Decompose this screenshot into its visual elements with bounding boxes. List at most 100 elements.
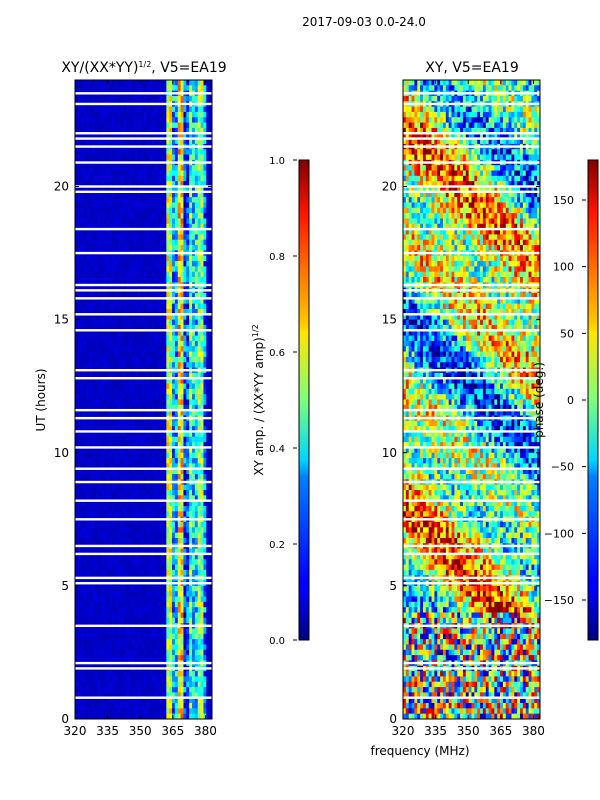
heatmap-cell — [180, 154, 184, 161]
heatmap-cell — [103, 585, 107, 592]
heatmap-cell — [94, 213, 99, 219]
heatmap-cell — [97, 383, 102, 390]
heatmap-cell — [197, 207, 201, 214]
heatmap-cell — [149, 298, 153, 305]
heatmap-cell — [143, 298, 147, 305]
heatmap-cell — [174, 420, 179, 427]
heatmap-cell — [86, 431, 90, 438]
heatmap-cell — [189, 266, 193, 273]
heatmap-cell — [77, 277, 82, 283]
heatmap-cell — [132, 447, 136, 454]
heatmap-cell — [97, 138, 102, 145]
heatmap-cell — [180, 426, 184, 432]
heatmap-cell — [197, 170, 201, 177]
heatmap-cell — [189, 431, 193, 438]
heatmap-cell — [149, 569, 153, 576]
heatmap-cell — [157, 303, 162, 310]
heatmap-cell — [146, 340, 150, 347]
heatmap-cell — [132, 138, 136, 145]
heatmap-cell — [86, 532, 90, 539]
heatmap-cell — [129, 617, 133, 624]
heatmap-cell — [103, 383, 107, 390]
heatmap-cell — [172, 596, 176, 603]
heatmap-cell — [194, 229, 199, 235]
heatmap-cell — [154, 319, 159, 326]
heatmap-cell — [106, 149, 110, 155]
heatmap-cell — [186, 202, 190, 209]
heatmap-cell — [154, 420, 159, 427]
heatmap-cell — [100, 324, 104, 331]
heatmap-cell — [163, 585, 167, 592]
heatmap-cell — [80, 117, 84, 124]
heatmap-cell — [100, 436, 104, 443]
heatmap-cell — [132, 490, 136, 496]
heatmap-cell — [180, 314, 184, 321]
heatmap-cell — [92, 234, 96, 241]
heatmap-cell — [112, 463, 116, 470]
heatmap-cell — [123, 447, 127, 454]
heatmap-cell — [203, 356, 207, 363]
heatmap-cell — [177, 628, 181, 635]
heatmap-cell — [75, 80, 79, 86]
heatmap-cell — [197, 133, 201, 139]
heatmap-cell — [174, 628, 179, 635]
heatmap-cell — [186, 372, 190, 379]
heatmap-cell — [94, 372, 99, 379]
heatmap-cell — [152, 245, 156, 251]
heatmap-cell — [77, 521, 82, 528]
heatmap-cell — [180, 127, 184, 134]
heatmap-cell — [180, 617, 184, 624]
heatmap-cell — [92, 569, 96, 576]
heatmap-cell — [152, 591, 156, 597]
heatmap-cell — [166, 553, 170, 560]
heatmap-cell — [140, 585, 144, 592]
heatmap-cell — [117, 452, 122, 459]
heatmap-cell — [194, 426, 199, 432]
heatmap-cell — [86, 181, 90, 187]
heatmap-cell — [157, 378, 162, 384]
heatmap-cell — [197, 330, 201, 336]
heatmap-cell — [86, 85, 90, 92]
heatmap-cell — [143, 452, 147, 459]
heatmap-cell — [189, 447, 193, 454]
heatmap-cell — [137, 617, 142, 624]
heatmap-cell — [203, 458, 207, 464]
heatmap-cell — [154, 308, 159, 315]
heatmap-cell — [140, 591, 144, 597]
heatmap-cell — [203, 111, 207, 118]
heatmap-cell — [134, 106, 139, 113]
heatmap-cell — [112, 122, 116, 129]
heatmap-cell — [97, 607, 102, 613]
heatmap-cell — [83, 154, 87, 161]
heatmap-cell — [206, 410, 210, 416]
heatmap-cell — [192, 431, 196, 438]
heatmap-cell — [106, 95, 110, 102]
heatmap-cell — [149, 362, 153, 368]
heatmap-cell — [140, 506, 144, 512]
heatmap-cell — [86, 106, 90, 113]
heatmap-cell — [103, 239, 107, 246]
heatmap-cell — [169, 207, 173, 214]
heatmap-cell — [75, 537, 79, 544]
heatmap-cell — [197, 298, 201, 305]
heatmap-cell — [154, 410, 159, 416]
heatmap-cell — [109, 181, 113, 187]
heatmap-cell — [183, 617, 187, 624]
heatmap-cell — [186, 495, 190, 502]
heatmap-cell — [89, 298, 93, 305]
heatmap-cell — [143, 372, 147, 379]
heatmap-cell — [83, 490, 87, 496]
heatmap-cell — [209, 335, 212, 342]
heatmap-cell — [183, 596, 187, 603]
heatmap-cell — [80, 490, 84, 496]
heatmap-cell — [197, 245, 201, 251]
heatmap-cell — [140, 394, 144, 400]
heatmap-cell — [160, 127, 164, 134]
heatmap-cell — [86, 271, 90, 278]
heatmap-cell — [106, 399, 110, 406]
heatmap-cell — [160, 213, 164, 219]
heatmap-cell — [169, 85, 173, 92]
heatmap-cell — [75, 564, 79, 571]
heatmap-cell — [177, 175, 181, 182]
heatmap-cell — [163, 383, 167, 390]
